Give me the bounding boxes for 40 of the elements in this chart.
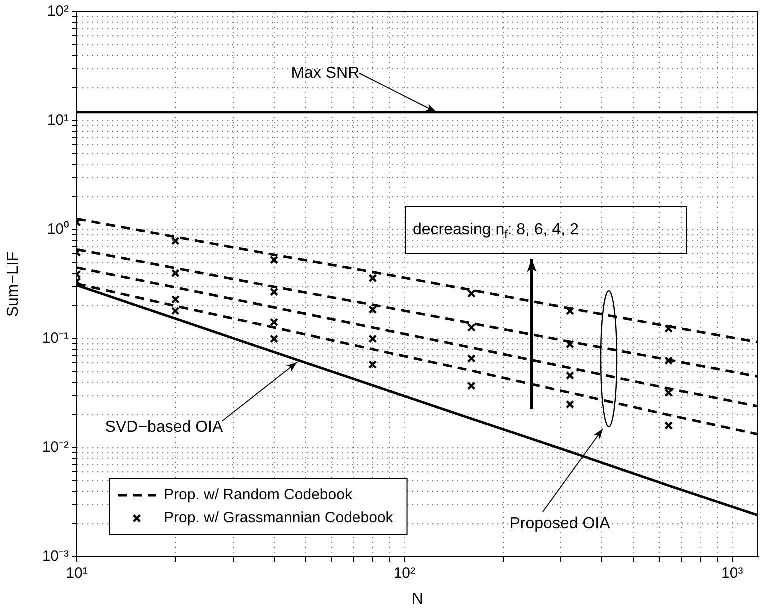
- point: [664, 324, 674, 334]
- point: [368, 334, 378, 344]
- point: [270, 256, 279, 264]
- point: [171, 306, 180, 316]
- x-tick-label: 10²: [394, 565, 416, 582]
- legend-label: Prop. w/ Random Codebook: [164, 486, 353, 504]
- point: [664, 388, 674, 398]
- annotation: Max SNR: [291, 64, 360, 82]
- point: [566, 306, 574, 316]
- point: [270, 288, 279, 296]
- y-tick-label: 10¹: [47, 112, 69, 130]
- annotation: Proposed OIA: [510, 515, 611, 532]
- point: [566, 400, 574, 409]
- point: [270, 318, 279, 327]
- point: [467, 289, 476, 298]
- y-tick-label: 10⁻²: [42, 439, 69, 456]
- point: [566, 371, 574, 380]
- point: [566, 340, 574, 349]
- point: [467, 382, 476, 390]
- point: [664, 421, 674, 430]
- point: [171, 269, 180, 278]
- point: [270, 334, 279, 344]
- y-axis-title: Sum−LIF: [5, 252, 22, 318]
- annotation: SVD−based OIA: [105, 418, 224, 436]
- point: [171, 236, 180, 246]
- point: [368, 306, 378, 314]
- x-axis-title: N: [412, 590, 424, 608]
- y-tick-label: 10⁻¹: [42, 330, 69, 348]
- point: [368, 360, 378, 370]
- x-tick-label: 10³: [722, 565, 744, 582]
- point: [171, 295, 180, 304]
- legend-label: Prop. w/ Grassmannian Codebook: [164, 510, 394, 527]
- x-tick-label: 10¹: [66, 565, 88, 582]
- y-tick-label: 10²: [47, 3, 69, 20]
- point: [368, 274, 378, 283]
- y-tick-label: 10⁻³: [42, 548, 69, 566]
- point: [664, 356, 674, 366]
- point: [467, 354, 476, 363]
- point: [467, 323, 476, 332]
- y-tick-label: 10⁰: [47, 221, 69, 238]
